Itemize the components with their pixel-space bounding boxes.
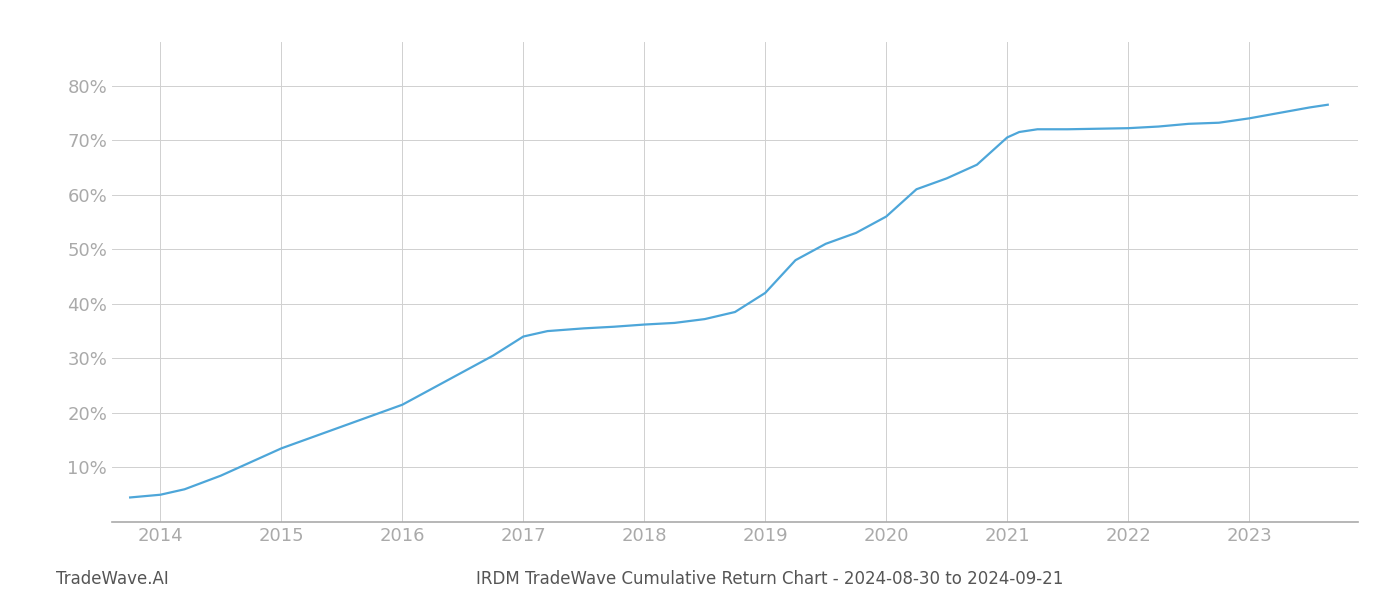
- Text: TradeWave.AI: TradeWave.AI: [56, 570, 169, 588]
- Text: IRDM TradeWave Cumulative Return Chart - 2024-08-30 to 2024-09-21: IRDM TradeWave Cumulative Return Chart -…: [476, 570, 1064, 588]
